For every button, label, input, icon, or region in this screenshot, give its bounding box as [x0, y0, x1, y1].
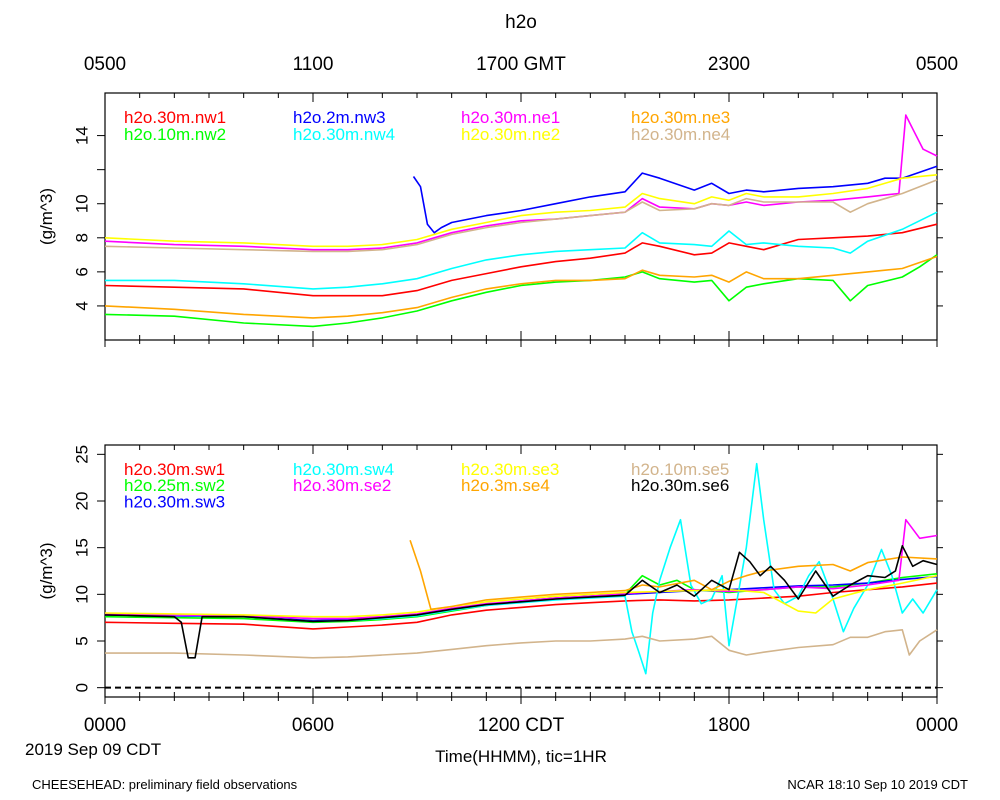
legend-entry: h2o.30m.ne3	[631, 108, 730, 127]
legend-entry: h2o.2m.nw3	[293, 108, 386, 127]
legend-entry: h2o.30m.se2	[293, 476, 391, 495]
series-line-h2o.30m.ne4	[104, 179, 938, 253]
series-line-h2o.30m.se2	[104, 518, 938, 620]
series-line-h2o.30m.sw4	[104, 462, 938, 675]
series-line-h2o.30m.nw1	[104, 223, 938, 297]
figure-title: h2o	[505, 12, 537, 33]
series-line-h2o.30m.ne2	[104, 174, 938, 248]
top-tick-label: 1100	[293, 54, 334, 75]
legend-entry: h2o.30m.ne2	[461, 125, 560, 144]
legend-entry: h2o.25m.sw2	[124, 476, 225, 495]
bottom-tick-label: 0000	[916, 715, 958, 736]
legend-entry: h2o.30m.se6	[631, 476, 729, 495]
y-tick-label: 4	[72, 301, 91, 310]
x-axis-title: Time(HHMM), tic=1HR	[435, 747, 607, 766]
top-tick-label: 0500	[84, 54, 126, 75]
date-label: 2019 Sep 09 CDT	[25, 740, 161, 759]
top-tick-label: 1700 GMT	[476, 54, 566, 75]
y-tick-label: 5	[72, 636, 91, 645]
bottom-tick-label: 0600	[292, 715, 334, 736]
y-tick-label: 15	[72, 538, 91, 557]
series-line-h2o.30m.nw4	[105, 211, 938, 290]
legend-entry: h2o.30m.sw4	[293, 460, 394, 479]
series-line-h2o.30m.ne3	[104, 255, 938, 319]
lower-panel: 0510152025(g/m^3)h2o.30m.sw1h2o.25m.sw2h…	[37, 444, 943, 704]
bottom-tick-label: 0000	[84, 715, 126, 736]
y-axis-title: (g/m^3)	[37, 542, 56, 599]
y-tick-label: 25	[72, 445, 91, 464]
series-line-h2o.10m.se5	[105, 628, 938, 659]
legend-entry: h2o.10m.nw2	[124, 125, 226, 144]
legend-entry: h2o.30m.se3	[461, 460, 559, 479]
y-tick-label: 0	[72, 683, 91, 692]
legend-entry: h2o.30m.sw3	[124, 492, 225, 511]
y-axis-title: (g/m^3)	[37, 188, 56, 245]
bottom-tick-label: 1800	[708, 715, 750, 736]
legend-entry: h2o.30m.nw4	[293, 125, 395, 144]
bottom-tick-label: 1200 CDT	[478, 715, 565, 736]
y-tick-label: 10	[72, 585, 91, 604]
series-line-h2o.30m.se6	[104, 544, 938, 659]
legend-entry: h2o.30m.ne1	[461, 108, 560, 127]
footer-left: CHEESEHEAD: preliminary field observatio…	[32, 777, 298, 792]
legend-entry: h2o.30m.sw1	[124, 460, 225, 479]
legend-entry: h2o.3m.se4	[461, 476, 550, 495]
legend-entry: h2o.10m.se5	[631, 460, 729, 479]
series-line-h2o.10m.nw2	[104, 254, 938, 328]
y-tick-label: 20	[72, 492, 91, 511]
bottom-axis-labels: 0000 0600 1200 CDT 1800 0000	[84, 715, 958, 736]
series-line-h2o.2m.nw3	[412, 165, 938, 234]
y-tick-label: 14	[72, 126, 91, 145]
y-tick-label: 10	[72, 194, 91, 213]
y-tick-label: 6	[72, 267, 91, 276]
series-line-h2o.3m.se4	[409, 539, 938, 611]
series-line-h2o.30m.ne1	[104, 114, 938, 251]
top-tick-label: 2300	[708, 54, 750, 75]
top-tick-label: 0500	[916, 54, 958, 75]
footer-right: NCAR 18:10 Sep 10 2019 CDT	[787, 777, 968, 792]
legend-entry: h2o.30m.nw1	[124, 108, 226, 127]
series-line-h2o.30m.sw1	[104, 582, 938, 630]
series-line-h2o.30m.se3	[104, 574, 938, 618]
legend-entry: h2o.30m.ne4	[631, 125, 730, 144]
top-axis-labels: 0500 1100 1700 GMT 2300 0500	[84, 54, 958, 75]
y-tick-label: 8	[72, 233, 91, 242]
